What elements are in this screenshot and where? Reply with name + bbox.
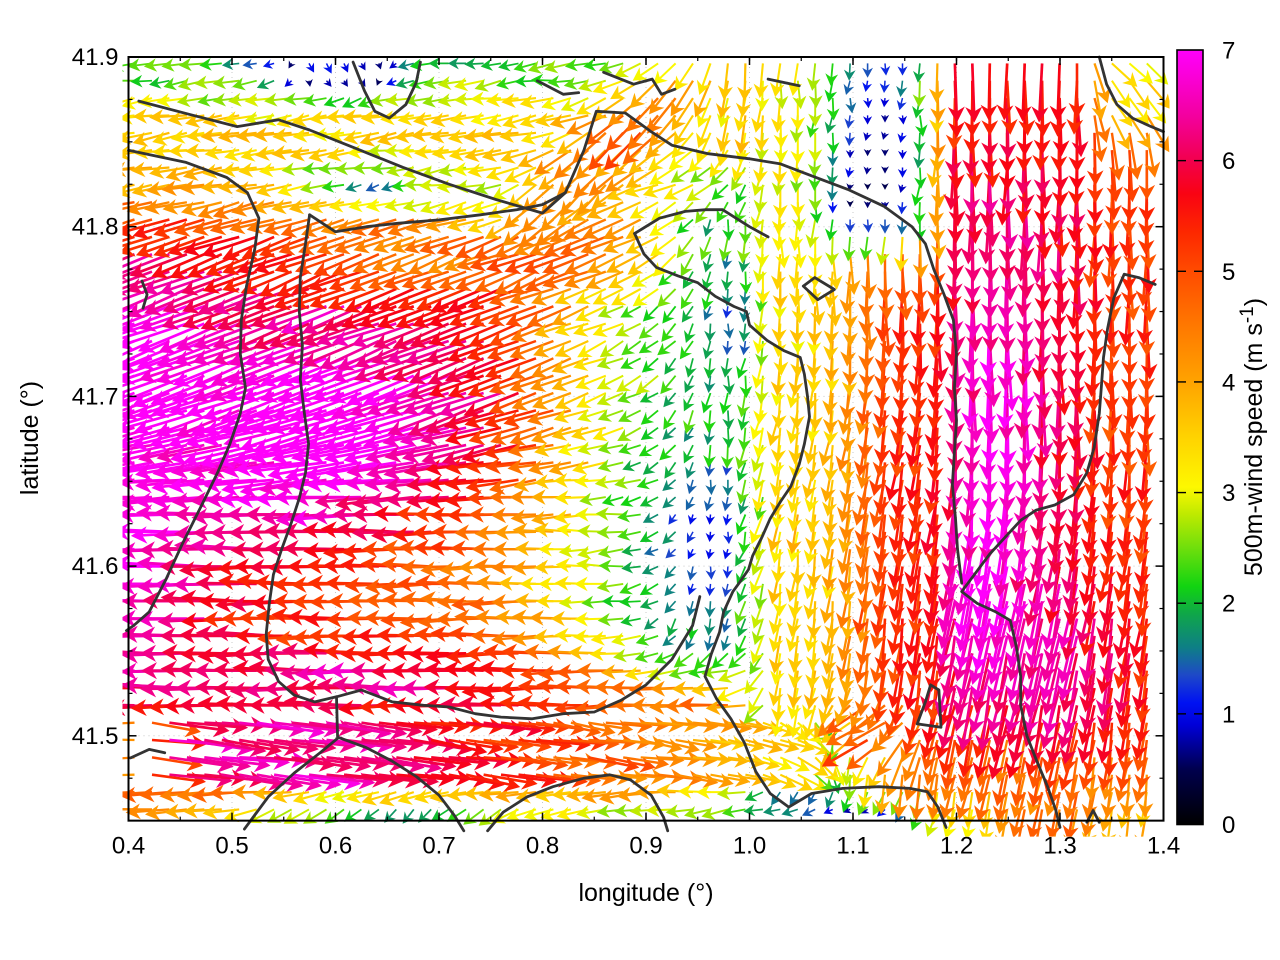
x-tick-label: 0.8 bbox=[526, 833, 559, 860]
x-tick-label: 0.4 bbox=[112, 833, 145, 860]
axis-ticks-and-labels: 0.4 0.5 0.6 0.7 0.8 0.9 1.0 1.1 1.2 1.3 1.4 41.5 41.… bbox=[72, 44, 1180, 860]
x-tick-label: 1.4 bbox=[1147, 833, 1180, 860]
colorbar-tick-label: 5 bbox=[1222, 259, 1235, 286]
x-tick-label: 0.5 bbox=[215, 833, 248, 860]
y-tick-label: 41.7 bbox=[72, 383, 119, 410]
colorbar-tick-label: 0 bbox=[1222, 812, 1235, 839]
x-tick-label: 1.0 bbox=[733, 833, 766, 860]
colorbar-tick-label: 3 bbox=[1222, 480, 1235, 507]
x-tick-label: 1.3 bbox=[1043, 833, 1076, 860]
colorbar-tick-label: 4 bbox=[1222, 369, 1235, 396]
colorbar-tick-label: 1 bbox=[1222, 701, 1235, 728]
colorbar-tick-label: 6 bbox=[1222, 148, 1235, 175]
x-tick-label: 0.6 bbox=[319, 833, 352, 860]
colorbar-axis-label: 500m-wind speed (m s-1) bbox=[1237, 298, 1268, 576]
y-tick-label: 41.8 bbox=[72, 214, 119, 241]
x-tick-label: 0.9 bbox=[629, 833, 662, 860]
x-tick-label: 0.7 bbox=[422, 833, 455, 860]
y-axis-label: latitude (°) bbox=[16, 381, 44, 495]
colorbar-tick-label: 7 bbox=[1222, 38, 1235, 65]
x-tick-label: 1.2 bbox=[940, 833, 973, 860]
colorbar-tick-label: 2 bbox=[1222, 591, 1235, 618]
y-tick-label: 41.9 bbox=[72, 44, 119, 71]
colorbar: 0 1 2 3 4 5 6 7 500m-wind speed (m s-1) bbox=[1176, 38, 1268, 839]
wind-vectors bbox=[122, 57, 1170, 837]
contour-lines bbox=[125, 55, 1165, 833]
x-axis-label: longitude (°) bbox=[578, 879, 713, 907]
y-tick-label: 41.6 bbox=[72, 553, 119, 580]
y-tick-label: 41.5 bbox=[72, 723, 119, 750]
x-tick-label: 1.1 bbox=[836, 833, 869, 860]
